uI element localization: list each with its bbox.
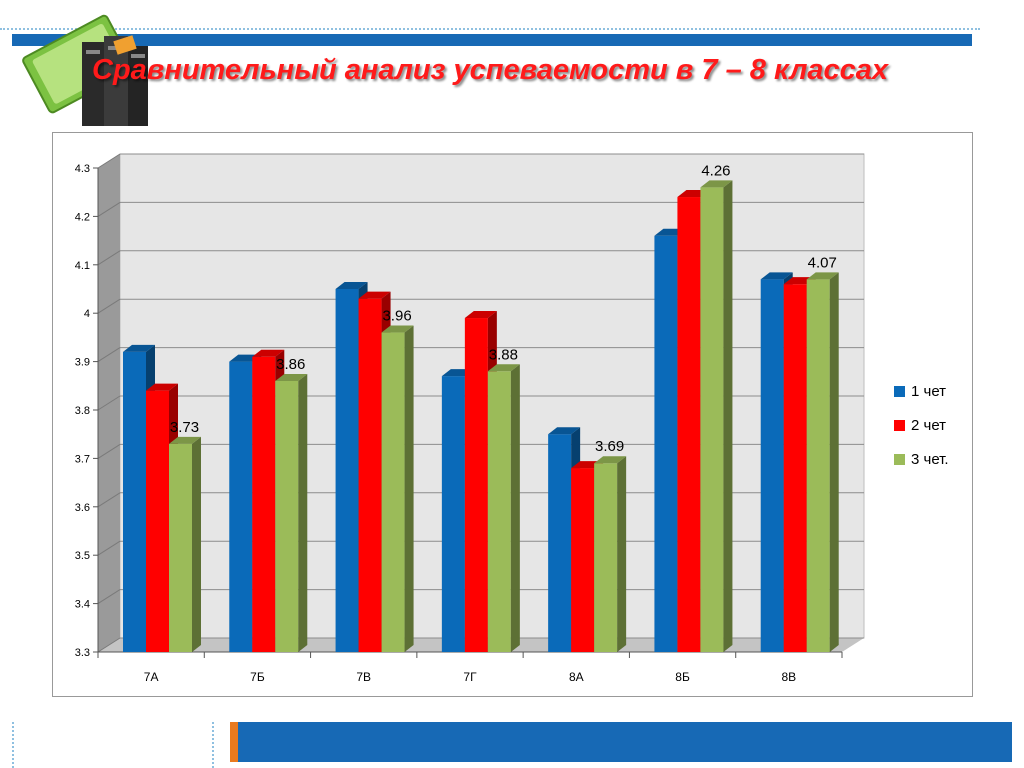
bar-front bbox=[700, 187, 724, 653]
legend-item: 3 чет. bbox=[894, 442, 974, 476]
data-label: 3.96 bbox=[382, 308, 411, 325]
x-tick-label: 8В bbox=[782, 670, 797, 684]
bar-side bbox=[617, 456, 627, 652]
legend-label: 3 чет. bbox=[911, 450, 949, 468]
y-tick-label: 4.1 bbox=[75, 260, 90, 272]
footer-dotted-line-left bbox=[12, 722, 14, 768]
bar-front bbox=[548, 434, 572, 652]
y-tick-label: 3.7 bbox=[75, 453, 90, 465]
legend-label: 2 чет bbox=[911, 416, 947, 434]
y-tick-label: 3.4 bbox=[75, 599, 90, 611]
data-label: 4.26 bbox=[701, 162, 730, 179]
gridline-side bbox=[97, 153, 121, 169]
bar-side bbox=[723, 180, 733, 653]
y-tick-label: 3.8 bbox=[75, 405, 90, 417]
chart-legend: 1 чет 2 чет 3 чет. bbox=[894, 374, 974, 476]
x-tick-label: 7А bbox=[144, 670, 159, 684]
bar-side bbox=[829, 272, 839, 652]
page-title: Сравнительный анализ успеваемости в 7 – … bbox=[92, 54, 889, 86]
bar-front bbox=[381, 332, 405, 652]
x-tick-label: 8А bbox=[569, 670, 584, 684]
x-tick-label: 7Г bbox=[463, 670, 477, 684]
bar-front bbox=[275, 380, 299, 652]
footer-bar bbox=[238, 722, 1012, 762]
gridline-side bbox=[97, 201, 121, 217]
y-tick-label: 3.9 bbox=[75, 357, 90, 369]
bar-front bbox=[594, 463, 618, 652]
legend-swatch bbox=[894, 385, 905, 397]
gridline-side bbox=[97, 395, 121, 411]
gridline-side bbox=[97, 250, 121, 266]
bar-top bbox=[381, 325, 414, 333]
gridline-side bbox=[97, 298, 121, 314]
bar-front bbox=[335, 289, 359, 652]
data-label: 4.07 bbox=[808, 254, 837, 271]
y-tick-label: 4 bbox=[84, 308, 90, 320]
header-bar bbox=[12, 34, 972, 46]
top-dotted-line bbox=[0, 28, 980, 30]
bar-front bbox=[229, 361, 253, 652]
bar-side bbox=[192, 436, 201, 652]
footer-accent bbox=[230, 722, 238, 762]
bar-front bbox=[806, 279, 830, 652]
x-tick-label: 8Б bbox=[675, 670, 690, 684]
bar-side bbox=[404, 325, 414, 652]
bar-top bbox=[358, 291, 391, 299]
bar-front bbox=[464, 318, 488, 652]
bar-top bbox=[487, 364, 520, 372]
bar-front bbox=[760, 279, 784, 652]
legend-item: 1 чет bbox=[894, 374, 974, 408]
bar-top bbox=[123, 344, 155, 352]
bar-top bbox=[335, 282, 368, 289]
bar-front bbox=[677, 197, 701, 653]
x-tick-label: 7Б bbox=[250, 670, 265, 684]
gridline-side bbox=[97, 443, 121, 459]
bar-front bbox=[487, 371, 511, 652]
bar-side bbox=[298, 373, 308, 652]
legend-swatch bbox=[894, 453, 905, 465]
x-tick-label: 7В bbox=[356, 670, 371, 684]
y-tick-label: 3.6 bbox=[75, 502, 90, 514]
bar-top bbox=[464, 311, 497, 319]
bar-front bbox=[783, 284, 807, 652]
legend-item: 2 чет bbox=[894, 408, 974, 442]
bar-side bbox=[510, 364, 520, 652]
bar-top bbox=[252, 349, 285, 357]
books-icon bbox=[22, 14, 148, 126]
bar-top bbox=[146, 383, 178, 391]
bar-top bbox=[169, 436, 201, 444]
legend-swatch bbox=[894, 419, 905, 431]
gridline-side bbox=[97, 637, 121, 653]
bar-top bbox=[806, 272, 839, 280]
bar-front bbox=[358, 298, 382, 652]
bar-top bbox=[760, 272, 793, 280]
bar-top bbox=[594, 456, 627, 464]
gridline-side bbox=[97, 540, 121, 556]
bar-front bbox=[571, 468, 595, 652]
gridline-side bbox=[97, 492, 121, 508]
data-label: 3.88 bbox=[489, 346, 518, 363]
y-tick-label: 3.5 bbox=[75, 550, 90, 562]
gridline-side bbox=[97, 589, 121, 605]
bar-top bbox=[275, 373, 308, 381]
bar-front bbox=[123, 351, 146, 652]
bar-front bbox=[252, 356, 276, 652]
bar-top bbox=[548, 427, 581, 435]
data-label: 3.86 bbox=[276, 356, 305, 373]
bar-front bbox=[441, 376, 465, 652]
data-label: 3.73 bbox=[170, 419, 199, 436]
bar-front bbox=[169, 443, 192, 652]
bar-top bbox=[700, 180, 733, 188]
bar-front bbox=[654, 235, 678, 652]
y-tick-label: 3.3 bbox=[75, 647, 90, 659]
bar-front bbox=[146, 390, 169, 652]
legend-label: 1 чет bbox=[911, 382, 947, 400]
data-label: 3.69 bbox=[595, 438, 624, 455]
footer-dotted-line-right bbox=[212, 722, 214, 768]
y-tick-label: 4.3 bbox=[75, 163, 90, 175]
y-tick-label: 4.2 bbox=[75, 211, 90, 223]
gridline-side bbox=[97, 347, 121, 363]
